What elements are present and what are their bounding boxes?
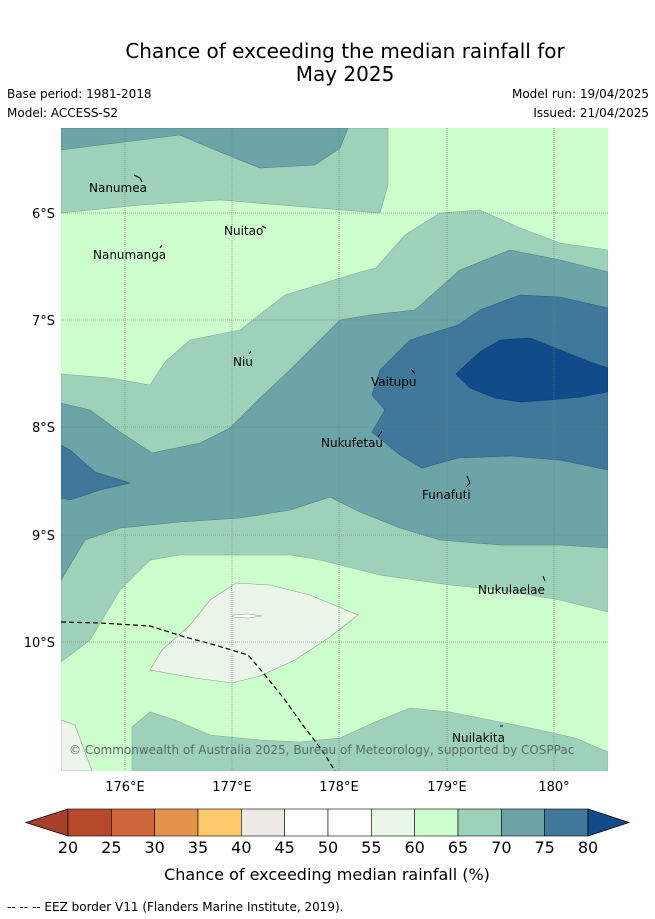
colorbar-segment [111, 808, 155, 837]
colorbar-tick-label: 20 [58, 838, 78, 857]
colorbar-over-arrow [587, 808, 631, 837]
lat-label-9s: 9°S [32, 529, 55, 544]
colorbar-segment [457, 808, 502, 837]
copyright-notice: © Commonwealth of Australia 2025, Bureau… [69, 743, 574, 757]
colorbar-tick-label: 55 [361, 838, 381, 857]
eez-legend-note: -- -- -- EEZ border V11 (Flanders Marine… [7, 900, 344, 914]
title-line-1: Chance of exceeding the median rainfall … [125, 39, 565, 63]
colorbar-tick-label: 35 [188, 838, 208, 857]
place-labels: Nanumea Nuitao Nanumanga Niu Vaitupu Nuk… [89, 181, 545, 745]
base-period: Base period: 1981-2018 [7, 87, 152, 101]
contour-55-60-patch [149, 582, 359, 684]
place-label-nanumanga: Nanumanga [93, 248, 166, 262]
colorbar-segment [501, 808, 545, 837]
colorbar-segment [414, 808, 459, 837]
place-label-funafuti: Funafuti [422, 488, 471, 502]
colorbar-segment [284, 808, 329, 837]
contour-80-plus-core [455, 337, 608, 403]
island-shape-nukufetau [377, 430, 383, 438]
colorbar-segment [327, 808, 372, 837]
colorbar-segment [371, 808, 415, 837]
lon-label-178e: 178°E [319, 780, 359, 795]
place-label-nuilakita: Nuilakita [452, 731, 505, 745]
place-label-vaitupu: Vaitupu [371, 375, 417, 389]
colorbar-tick-label: 45 [274, 838, 294, 857]
place-label-nuitao: Nuitao [224, 224, 263, 238]
island-shape-vaitupu [410, 368, 416, 375]
colorbar-tick-label: 40 [231, 838, 251, 857]
colorbar-tick-label: 25 [101, 838, 121, 857]
island-shape-nuitao [261, 225, 267, 229]
colorbar-segment [67, 808, 112, 837]
contour-65-70-bottom [131, 707, 608, 771]
lat-label-8s: 8°S [32, 421, 55, 436]
colorbar-segment [154, 808, 199, 837]
island-outlines [133, 174, 546, 727]
colorbar-tick-label: 80 [578, 838, 598, 857]
issued-date: Issued: 21/04/2025 [533, 106, 649, 120]
island-shape-funafuti [465, 475, 471, 488]
lon-tick-labels: 176°E 177°E 178°E 179°E 180° [105, 780, 569, 795]
map-title: Chance of exceeding the median rainfall … [0, 40, 655, 86]
lat-tick-labels: 6°S 7°S 8°S 9°S 10°S [24, 207, 55, 651]
lon-label-177e: 177°E [212, 780, 252, 795]
model-run: Model run: 19/04/2025 [511, 87, 649, 101]
colorbar-under-arrow [24, 808, 69, 837]
contour-70-75-top [61, 128, 349, 169]
island-shape-nanumanga [159, 244, 163, 249]
lat-label-7s: 7°S [32, 314, 55, 329]
place-label-nukulaelae: Nukulaelae [478, 583, 545, 597]
contour-75-80-west [61, 444, 132, 501]
colorbar-title: Chance of exceeding median rainfall (%) [164, 865, 490, 884]
colorbar: 20 25 30 35 40 45 50 55 60 65 70 75 80 [24, 808, 631, 857]
colorbar-tick-label: 75 [534, 838, 554, 857]
title-line-2: May 2025 [295, 62, 395, 86]
colorbar-tick-label: 50 [318, 838, 338, 857]
place-label-nanumea: Nanumea [89, 181, 147, 195]
eez-border [61, 621, 336, 771]
colorbar-tick-label: 70 [491, 838, 511, 857]
place-label-niu: Niu [233, 355, 253, 369]
lat-label-10s: 10°S [24, 636, 55, 651]
island-shape-niu [248, 350, 252, 355]
contour-small-island-patch [232, 613, 263, 619]
island-shape-nanumea [133, 174, 143, 183]
model-name: Model: ACCESS-S2 [7, 106, 119, 120]
colorbar-tick-label: 60 [404, 838, 424, 857]
colorbar-tick-label: 30 [144, 838, 164, 857]
contour-corner-low [61, 719, 93, 771]
colorbar-tick-label: 65 [448, 838, 468, 857]
colorbar-segment [544, 808, 589, 837]
island-shape-nukulaelae [542, 575, 546, 582]
lon-label-180: 180° [538, 780, 569, 795]
colorbar-segment [197, 808, 242, 837]
probability-contours: Nanumea Nuitao Nanumanga Niu Vaitupu Nuk… [61, 128, 608, 771]
lon-label-179e: 179°E [427, 780, 467, 795]
place-label-nukufetau: Nukufetau [321, 436, 383, 450]
colorbar-segment [241, 808, 285, 837]
lat-label-6s: 6°S [32, 207, 55, 222]
lon-label-176e: 176°E [105, 780, 145, 795]
